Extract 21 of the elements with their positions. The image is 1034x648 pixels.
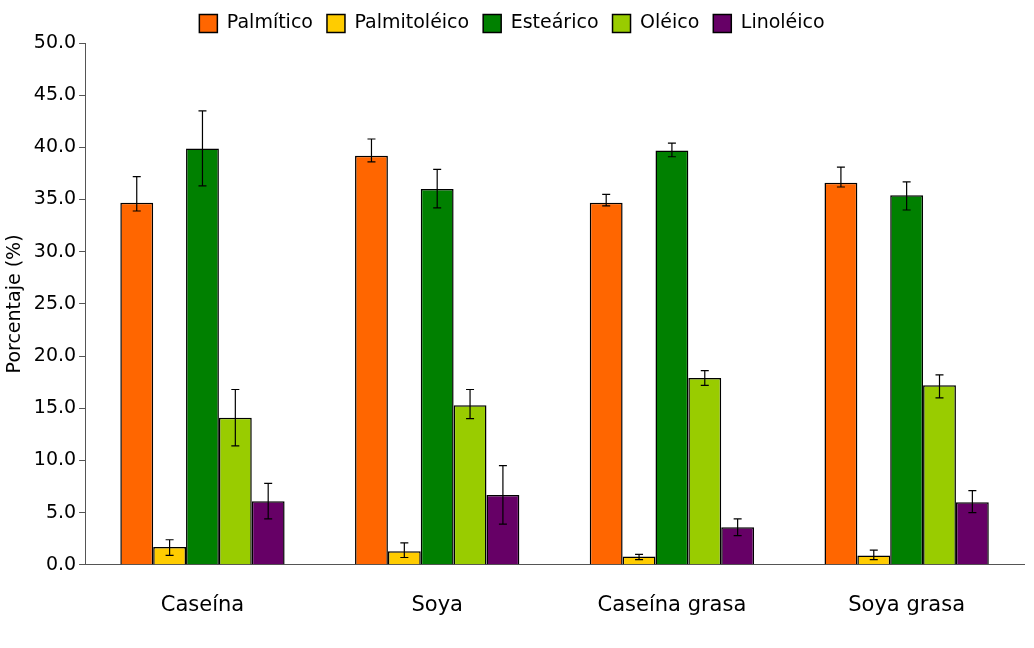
x-tick-label: Caseína [160,591,245,616]
y-tick-label: 30.0 [33,238,77,261]
y-tick-label: 35.0 [33,186,77,209]
y-tick-label: 40.0 [33,134,77,157]
y-tick-label: 15.0 [33,395,77,418]
y-tick-label: 0.0 [45,551,77,574]
legend-label: Palmítico [226,10,313,33]
y-tick-label: 25.0 [33,290,77,313]
legend-label: Oléico [640,10,700,33]
legend-label: Palmitoléico [354,10,470,33]
x-tick-label: Soya grasa [848,591,966,616]
y-tick-label: 45.0 [33,82,77,105]
legend-label: Esteárico [510,10,599,33]
legend-label: Linoléico [740,10,825,33]
y-axis-title: Porcentaje (%) [2,234,25,374]
y-tick-label: 20.0 [33,343,77,366]
x-tick-label: Caseína grasa [597,591,747,616]
y-tick-label: 5.0 [45,499,77,522]
y-tick-label: 50.0 [33,29,77,52]
x-tick-label: Soya [411,591,463,616]
y-tick-label: 10.0 [33,447,77,470]
